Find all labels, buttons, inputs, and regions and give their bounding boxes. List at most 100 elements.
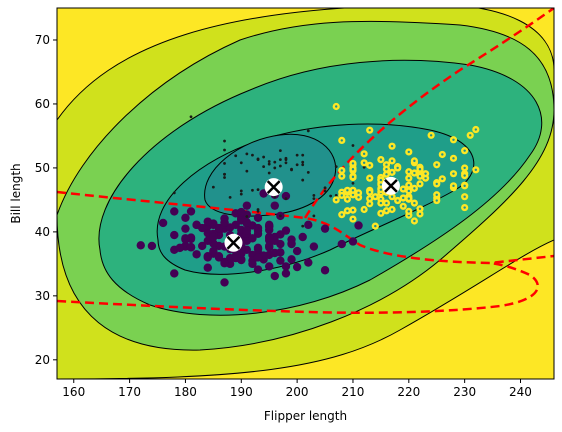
data-point-class-0 [309,242,319,251]
data-point-class-0 [320,266,330,275]
data-point-class-2-core [407,197,411,200]
class-mean-cross [384,178,398,193]
data-point-class-2-core [340,194,343,197]
data-point-class-0 [242,201,252,210]
data-point-class-2-core [368,197,371,200]
data-point-class-0 [136,241,145,250]
data-point-class-2-core [362,152,366,156]
data-point-class-1 [278,214,282,218]
data-point-class-1 [256,157,260,161]
data-point-class-1 [278,149,282,153]
y-tick-label: 40 [35,225,50,239]
data-point-class-0 [253,243,263,253]
data-point-class-0 [287,239,296,249]
data-point-class-2-core [469,134,472,137]
y-axis-label: Bill length [9,163,23,223]
data-point-class-2-core [407,210,411,213]
data-point-class-2-core [379,212,383,215]
x-tick-label: 210 [342,385,365,399]
data-point-class-2-core [351,175,355,179]
data-point-class-2-core [407,189,411,193]
data-point-class-1 [223,176,226,179]
data-point-class-2-core [340,175,343,178]
data-point-class-2-core [390,144,394,148]
data-point-class-2-core [441,177,444,180]
data-point-class-1 [334,194,338,197]
data-point-class-0 [181,224,190,233]
data-point-class-2-core [335,105,338,108]
data-point-class-1 [290,167,293,171]
data-point-class-0 [292,246,302,256]
data-point-class-1 [223,139,226,143]
data-point-class-1 [351,144,355,147]
data-point-class-2-core [463,184,466,188]
data-point-class-1 [239,192,243,196]
data-point-class-0 [270,271,279,281]
data-point-class-1 [295,153,299,157]
data-point-class-2-core [368,128,371,132]
data-point-class-2-core [418,182,422,186]
data-point-class-1 [245,215,249,218]
x-tick-label: 170 [118,385,141,399]
data-point-class-0 [225,223,235,232]
data-point-class-1 [223,148,226,152]
data-point-class-1 [223,162,226,165]
data-point-class-2-core [390,171,394,174]
data-point-class-0 [304,258,313,267]
data-point-class-2-core [413,201,416,205]
data-point-class-0 [203,263,212,272]
data-point-class-1 [312,197,316,201]
decision-boundary [57,261,539,314]
data-point-class-1 [234,154,238,158]
data-point-class-0 [265,221,274,231]
data-point-class-2-core [407,176,411,180]
data-point-class-2-core [351,193,355,196]
data-point-class-2-core [435,182,438,186]
data-point-class-0 [197,241,207,251]
class-means [224,176,400,252]
data-point-class-2-core [402,187,405,191]
data-point-class-2-core [418,167,422,171]
data-point-class-2-core [413,219,416,223]
x-tick-label: 200 [286,385,309,399]
data-point-class-1 [239,161,243,165]
data-point-class-2-core [368,176,371,180]
data-point-class-2-core [374,224,377,228]
data-point-class-0 [253,253,263,262]
x-axis-ticks: 160 170 180 190 200 210 220 230 240 [62,379,532,399]
data-point-class-2-core [362,208,366,211]
data-point-class-1 [256,208,260,211]
data-point-class-0 [337,239,346,249]
data-point-class-2-core [374,195,377,198]
data-point-class-1 [284,156,288,160]
data-point-class-1 [362,165,366,169]
data-point-class-2-core [429,134,433,137]
data-point-class-0 [265,234,274,243]
data-point-class-2-core [424,176,427,180]
data-point-class-1 [278,158,282,161]
data-point-class-1 [284,161,288,165]
data-point-class-0 [253,213,263,223]
data-point-class-1 [273,166,277,170]
data-point-class-2-core [351,217,355,221]
data-point-class-0 [220,259,229,268]
data-point-class-2-core [402,196,405,200]
data-point-class-2-core [368,202,371,205]
data-point-class-1 [312,194,316,197]
x-tick-label: 190 [230,385,253,399]
data-point-class-2-core [435,199,438,202]
data-point-class-0 [281,226,291,235]
x-tick-label: 180 [174,385,197,399]
data-point-class-1 [256,188,260,192]
class-mean-cross [266,180,281,194]
data-point-class-0 [209,232,218,242]
x-tick-label: 230 [453,385,476,399]
data-point-class-2-core [407,150,411,154]
data-point-class-2-core [379,183,383,186]
x-tick-label: 240 [509,385,532,399]
data-point-class-0 [170,207,179,216]
data-point-class-1 [245,152,249,156]
data-point-class-2-core [407,170,411,173]
data-point-class-0 [354,221,363,230]
data-point-class-2-core [396,166,399,170]
